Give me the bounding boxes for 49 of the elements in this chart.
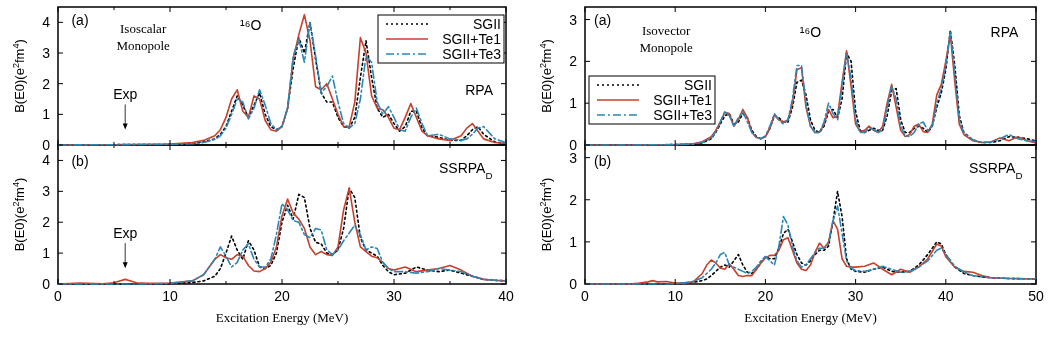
x-tick-label: 20	[274, 288, 290, 304]
x-tick-label: 40	[938, 288, 954, 304]
x-tick-label: 0	[54, 288, 63, 304]
x-tick-label: 10	[162, 288, 178, 304]
y-tick-label: 2	[42, 75, 51, 92]
annotation: Exp	[113, 225, 138, 242]
annotation: SSRPA$_{D}$	[968, 159, 1023, 181]
y-tick-label: 1	[569, 233, 578, 250]
x-tick-label: 50	[1028, 288, 1044, 304]
y-tick-label: 3	[569, 11, 578, 28]
legend-label: SGII+Te3	[653, 107, 713, 123]
x-axis-title: Excitation Energy (MeV)	[215, 310, 349, 325]
y-tick-label: 4	[42, 14, 51, 31]
y-tick-label: 3	[42, 45, 51, 61]
series-label: SGII	[683, 77, 712, 93]
annotation: (b)	[71, 152, 89, 169]
y-tick-label: 1	[42, 106, 51, 123]
y-tick-label: 1	[42, 245, 51, 262]
annotation: ¹⁶O	[799, 24, 822, 41]
y-tick-label: 2	[569, 53, 578, 70]
annotation: RPA	[990, 24, 1019, 41]
annotation: Isovector Monopole	[639, 22, 694, 55]
legend-label: SGII+Te1	[653, 92, 713, 108]
legend-label: SGII+Te3	[442, 46, 502, 62]
annotation: Isoscalar Monopole	[116, 21, 171, 54]
annotation: (a)	[71, 11, 89, 28]
text: SGII	[472, 16, 501, 32]
y-tick-label: 0	[42, 276, 51, 292]
y-tick-label: 2	[569, 191, 578, 208]
y-tick-label: 4	[42, 152, 51, 169]
annotation: RPA	[465, 82, 494, 99]
y-tick-label: 2	[42, 214, 51, 231]
y-tick-label: 0	[569, 276, 578, 292]
y-tick-label: 0	[42, 137, 51, 153]
x-tick-label: 20	[757, 288, 774, 304]
annotation: ¹⁶O	[239, 17, 262, 34]
annotation: (a)	[594, 11, 612, 28]
x-tick-label: 40	[498, 288, 514, 304]
x-tick-label: 30	[386, 288, 402, 304]
x-tick-label: 30	[847, 288, 864, 304]
x-tick-label: 0	[581, 288, 590, 304]
x-tick-label: 10	[667, 288, 684, 304]
legend-label: SGII+Te1	[442, 31, 502, 47]
y-tick-label: 3	[42, 183, 51, 200]
annotation: (b)	[594, 152, 612, 169]
annotation: SSRPA$_{D}$	[439, 159, 493, 181]
annotation: Exp	[113, 86, 138, 103]
x-axis-title: Excitation Energy (MeV)	[744, 310, 877, 325]
y-tick-label: 1	[569, 95, 578, 112]
